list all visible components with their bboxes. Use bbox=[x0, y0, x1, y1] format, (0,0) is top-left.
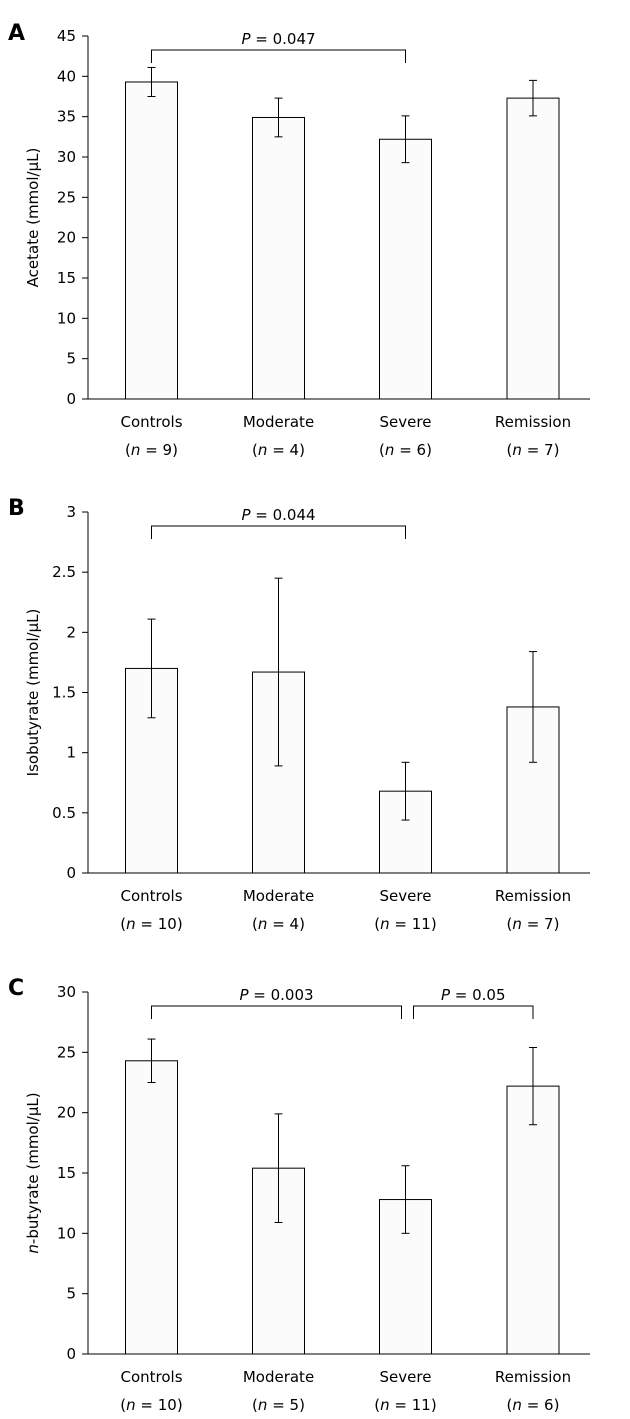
y-tick-label: 0.5 bbox=[52, 804, 76, 822]
sample-size-value: 5 bbox=[290, 1396, 300, 1414]
significance-label: P = 0.047 bbox=[241, 30, 315, 48]
p-value: 0.047 bbox=[273, 30, 316, 48]
sample-size-label: (n = 10) bbox=[120, 1396, 182, 1414]
y-axis-label: n-butyrate (mmol/μL) bbox=[24, 1092, 42, 1253]
p-value: 0.05 bbox=[472, 986, 505, 1004]
sample-size-value: 4 bbox=[290, 441, 300, 459]
significance-label: P = 0.044 bbox=[241, 506, 315, 524]
significance-bracket bbox=[151, 1005, 402, 1019]
y-tick-label: 5 bbox=[66, 1285, 76, 1303]
y-tick-label: 1.5 bbox=[52, 684, 76, 702]
chart-panel-b: B 0 0.5 1 1.5 2 2.5 3 Isobutyrate (mmol/μL) Contr… bbox=[8, 496, 590, 933]
category-label: Remission bbox=[495, 413, 571, 431]
category-label: Severe bbox=[380, 1368, 432, 1386]
sample-size-label: (n = 5) bbox=[252, 1396, 305, 1414]
sample-size-value: 11 bbox=[412, 915, 431, 933]
significance-label: P = 0.05 bbox=[441, 986, 506, 1004]
y-tick-label: 2.5 bbox=[52, 563, 76, 581]
chart-panel-a: A 0 5 10 15 20 25 30 35 40 45 Acetate (mmol/μL) Cont… bbox=[8, 21, 590, 459]
chart-panel-c: C 0 5 10 15 20 25 30 n-butyrate (mmol/μL) Control… bbox=[8, 976, 590, 1414]
sample-size-label: (n = 11) bbox=[374, 915, 436, 933]
sample-size-label: (n = 9) bbox=[125, 441, 178, 459]
category-label: Controls bbox=[120, 887, 182, 905]
significance-bracket bbox=[413, 1005, 534, 1019]
category-label: Severe bbox=[380, 887, 432, 905]
bar-controls bbox=[125, 1060, 178, 1355]
significance-bracket bbox=[151, 525, 406, 539]
sample-size-value: 10 bbox=[158, 915, 177, 933]
y-axis-label-prefix: n bbox=[24, 1244, 42, 1254]
y-axis-label: Isobutyrate (mmol/μL) bbox=[24, 609, 42, 777]
y-axis-label-text: Isobutyrate (mmol/μL) bbox=[24, 609, 42, 777]
bar-moderate bbox=[252, 116, 305, 400]
sample-size-label: (n = 7) bbox=[507, 915, 560, 933]
y-axis-label-text: -butyrate (mmol/μL) bbox=[24, 1092, 42, 1244]
p-value: 0.044 bbox=[273, 506, 316, 524]
y-tick-label: 15 bbox=[57, 269, 76, 287]
category-label: Severe bbox=[380, 413, 432, 431]
sample-size-value: 6 bbox=[417, 441, 427, 459]
y-tick-label: 30 bbox=[57, 148, 76, 166]
y-tick-label: 35 bbox=[57, 108, 76, 126]
y-tick-label: 1 bbox=[66, 744, 76, 762]
y-tick-label: 2 bbox=[66, 623, 76, 641]
sample-size-value: 7 bbox=[544, 441, 554, 459]
category-label: Moderate bbox=[243, 887, 314, 905]
y-tick-label: 25 bbox=[57, 188, 76, 206]
category-label: Controls bbox=[120, 1368, 182, 1386]
y-axis-label: Acetate (mmol/μL) bbox=[24, 148, 42, 288]
panel-letter: B bbox=[8, 496, 25, 521]
y-tick-label: 10 bbox=[57, 309, 76, 327]
bar-severe bbox=[379, 138, 432, 400]
y-tick-label: 25 bbox=[57, 1043, 76, 1061]
sample-size-label: (n = 6) bbox=[379, 441, 432, 459]
category-label: Moderate bbox=[243, 1368, 314, 1386]
panel-letter: C bbox=[8, 976, 24, 1001]
significance-label: P = 0.003 bbox=[239, 986, 313, 1004]
y-tick-label: 20 bbox=[57, 229, 76, 247]
p-value: 0.003 bbox=[271, 986, 314, 1004]
sample-size-value: 6 bbox=[544, 1396, 554, 1414]
sample-size-value: 9 bbox=[163, 441, 173, 459]
y-tick-label: 30 bbox=[57, 983, 76, 1001]
category-label: Moderate bbox=[243, 413, 314, 431]
y-tick-label: 40 bbox=[57, 67, 76, 85]
sample-size-value: 11 bbox=[412, 1396, 431, 1414]
y-tick-label: 0 bbox=[66, 864, 76, 882]
y-tick-label: 20 bbox=[57, 1104, 76, 1122]
y-tick-label: 3 bbox=[66, 503, 76, 521]
y-tick-label: 0 bbox=[66, 1345, 76, 1363]
y-tick-label: 0 bbox=[66, 390, 76, 408]
y-axis-label-text: Acetate (mmol/μL) bbox=[24, 148, 42, 288]
y-tick-label: 5 bbox=[66, 350, 76, 368]
significance-bracket bbox=[151, 49, 406, 63]
sample-size-value: 7 bbox=[544, 915, 554, 933]
category-label: Remission bbox=[495, 887, 571, 905]
sample-size-label: (n = 10) bbox=[120, 915, 182, 933]
bar-remission bbox=[506, 97, 560, 400]
sample-size-value: 10 bbox=[158, 1396, 177, 1414]
category-label: Remission bbox=[495, 1368, 571, 1386]
category-label: Controls bbox=[120, 413, 182, 431]
panel-letter: A bbox=[8, 21, 25, 46]
sample-size-value: 4 bbox=[290, 915, 300, 933]
sample-size-label: (n = 4) bbox=[252, 441, 305, 459]
sample-size-label: (n = 7) bbox=[507, 441, 560, 459]
sample-size-label: (n = 11) bbox=[374, 1396, 436, 1414]
sample-size-label: (n = 4) bbox=[252, 915, 305, 933]
bar-controls bbox=[125, 81, 178, 400]
bar-remission bbox=[506, 1085, 560, 1355]
y-tick-label: 45 bbox=[57, 27, 76, 45]
y-tick-label: 15 bbox=[57, 1164, 76, 1182]
sample-size-label: (n = 6) bbox=[507, 1396, 560, 1414]
bar-controls bbox=[125, 667, 178, 874]
y-tick-label: 10 bbox=[57, 1224, 76, 1242]
